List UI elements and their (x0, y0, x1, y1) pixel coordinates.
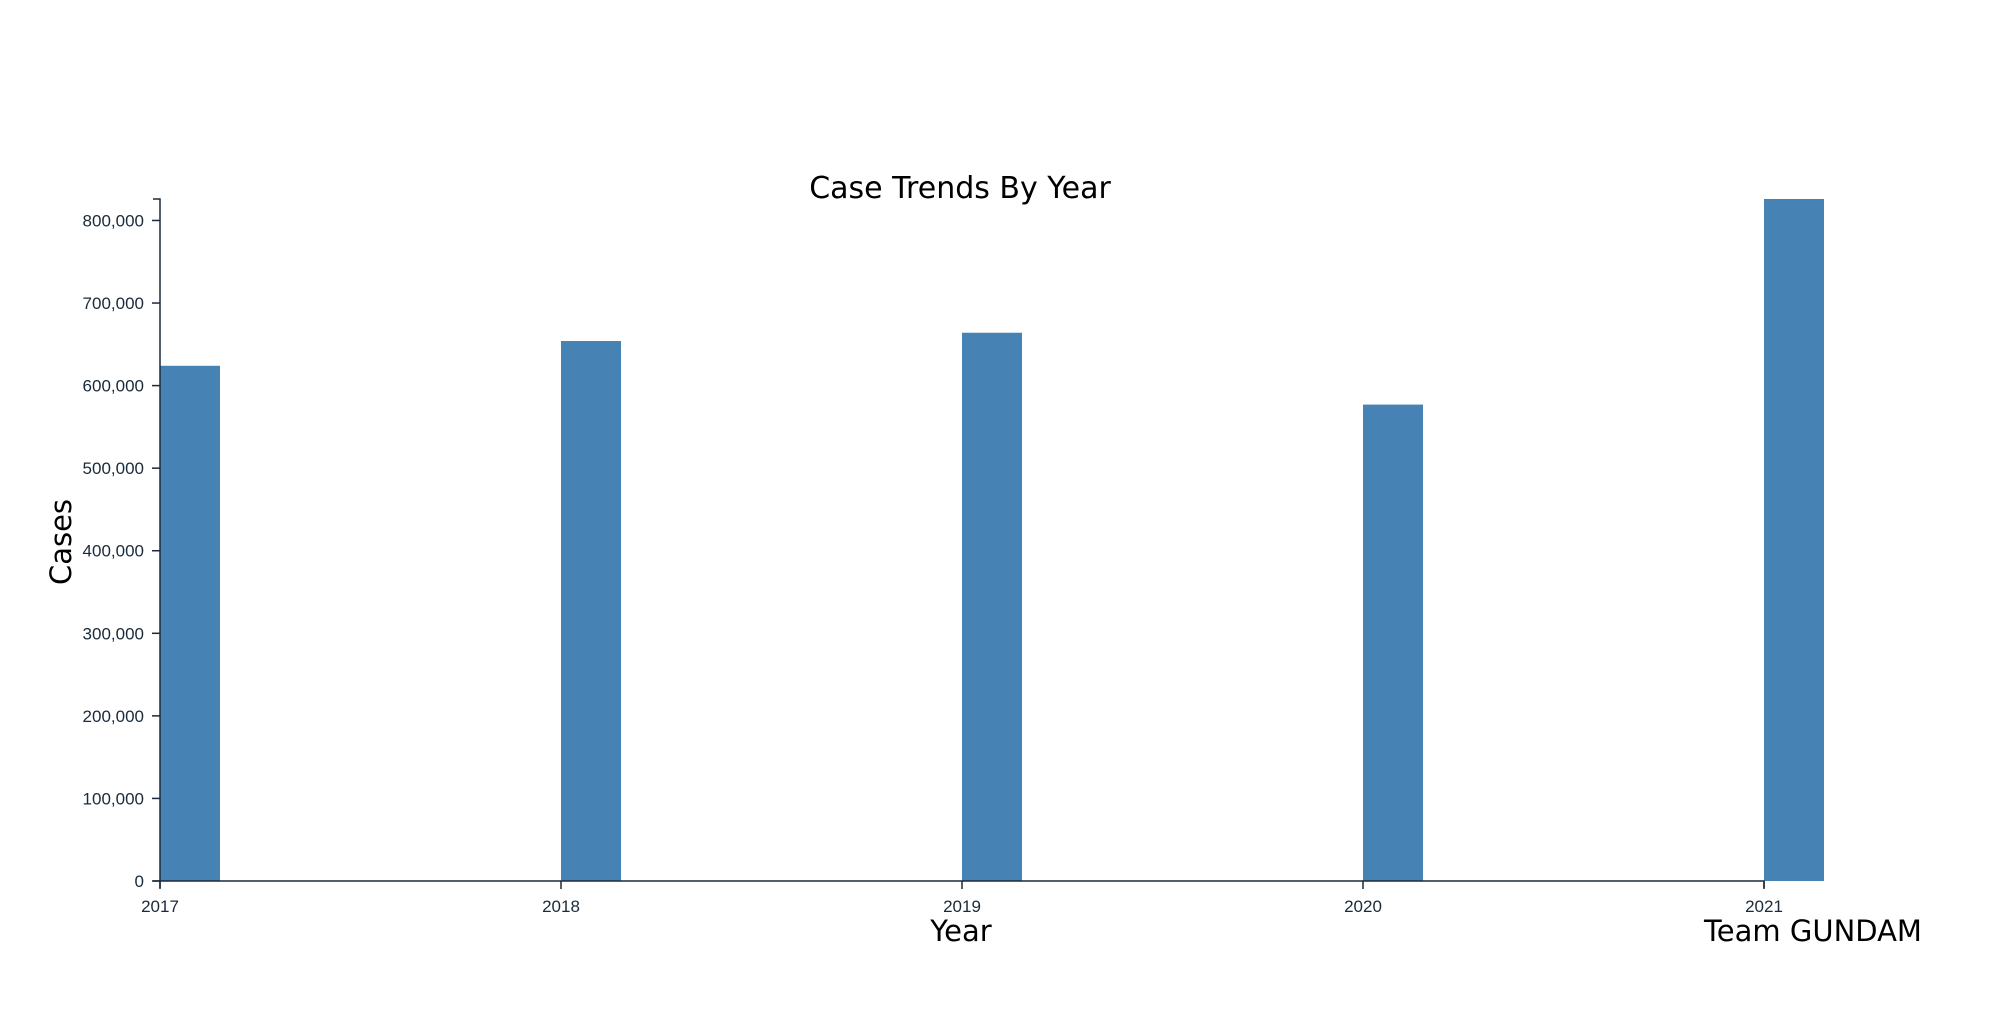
y-tick-label: 700,000 (83, 294, 144, 313)
bar-2020 (1363, 404, 1423, 881)
y-axis-label: Cases (44, 499, 78, 585)
x-tick-label: 2018 (542, 897, 580, 916)
bar-2018 (561, 341, 621, 881)
y-tick-label: 500,000 (83, 459, 144, 478)
x-tick-label: 2017 (141, 897, 179, 916)
x-axis: 2017 2018 2019 2020 2021 (141, 880, 1783, 916)
x-axis-label: Year (929, 914, 991, 948)
y-tick-label: 800,000 (83, 211, 144, 230)
y-tick-label: 0 (135, 872, 144, 891)
x-tick-label: 2019 (943, 897, 981, 916)
y-tick-label: 600,000 (83, 377, 144, 396)
y-tick-label: 300,000 (83, 624, 144, 643)
x-tick-label: 2021 (1745, 897, 1783, 916)
y-axis: 0 100,000 200,000 300,000 400,000 500,000 600,… (83, 198, 161, 891)
bars (160, 199, 1824, 881)
bar-2019 (962, 332, 1022, 881)
y-tick-label: 200,000 (83, 707, 144, 726)
chart-title: Case Trends By Year (809, 171, 1111, 206)
y-tick-label: 400,000 (83, 542, 144, 561)
y-axis-line (153, 198, 161, 882)
credit-label: Team GUNDAM (1703, 914, 1922, 948)
x-tick-label: 2020 (1344, 897, 1382, 916)
y-tick-label: 100,000 (83, 789, 144, 808)
bar-2021 (1764, 199, 1824, 881)
bar-2017 (160, 365, 220, 881)
